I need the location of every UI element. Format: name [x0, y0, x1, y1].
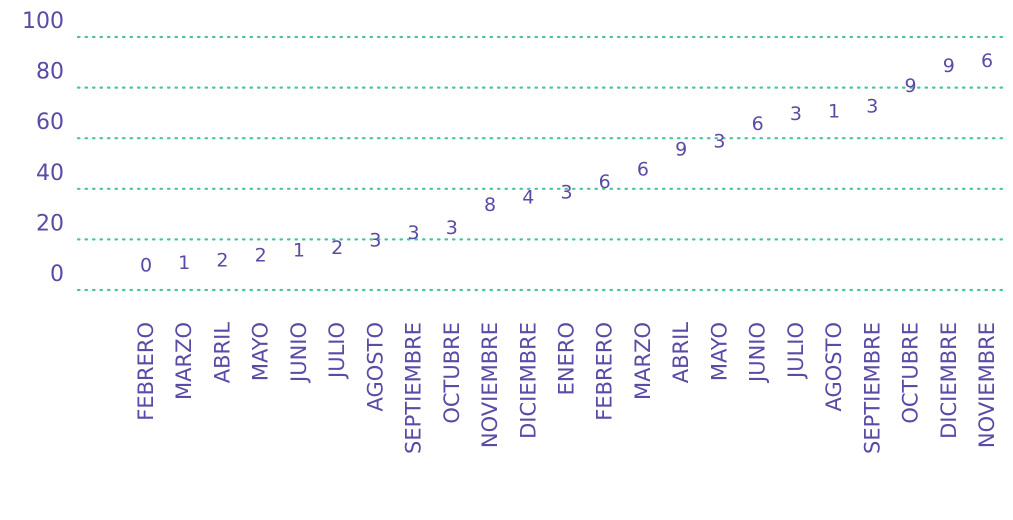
x-tick-label: MARZO [172, 322, 196, 400]
x-axis-ticks: FEBRERO MARZO ABRIL MAYO JUNIO JULIO AGOSTO SEP… [134, 322, 999, 454]
x-tick-label: DICIEMBRE [516, 322, 540, 439]
x-tick-label: JUNIO [287, 322, 311, 384]
data-label: 9 [904, 75, 916, 97]
data-label: 0 [140, 255, 152, 277]
x-tick-label: AGOSTO [822, 322, 846, 412]
data-label: 9 [675, 138, 687, 160]
data-label: 2 [331, 237, 343, 259]
y-tick-label: 20 [36, 211, 64, 236]
x-tick-label: AGOSTO [363, 322, 387, 412]
x-tick-label: JUNIO [746, 322, 770, 384]
data-label: 1 [293, 240, 305, 262]
data-label: 1 [178, 252, 190, 274]
data-label: 2 [255, 245, 267, 267]
data-label: 2 [216, 250, 228, 272]
x-tick-label: MAYO [707, 322, 731, 381]
y-axis-ticks: 0 20 40 60 80 100 [22, 9, 64, 287]
x-tick-label: MAYO [249, 322, 273, 381]
x-tick-label: NOVIEMBRE [478, 322, 502, 448]
x-tick-label: FEBRERO [134, 322, 158, 421]
data-label: 4 [522, 186, 534, 208]
x-tick-label: OCTUBRE [899, 322, 923, 424]
data-label: 6 [637, 159, 649, 181]
data-label: 3 [369, 229, 381, 251]
data-label: 6 [599, 171, 611, 193]
x-tick-label: JULIO [325, 322, 349, 380]
y-tick-label: 0 [50, 262, 64, 287]
x-tick-label: OCTUBRE [440, 322, 464, 424]
x-tick-label: NOVIEMBRE [975, 322, 999, 448]
grid-lines [76, 35, 1010, 292]
x-tick-label: SEPTIEMBRE [860, 322, 884, 454]
y-tick-label: 40 [36, 161, 64, 186]
x-tick-label: ABRIL [210, 322, 234, 384]
y-tick-label: 100 [22, 9, 64, 34]
data-label: 9 [943, 55, 955, 77]
data-label: 1 [828, 100, 840, 122]
data-label: 3 [866, 95, 878, 117]
data-labels: 0 1 2 2 1 2 3 3 3 8 4 3 6 6 9 3 6 3 1 3 9 9 6 [140, 50, 993, 277]
data-label: 3 [560, 181, 572, 203]
x-tick-label: MARZO [631, 322, 655, 400]
x-tick-label: SEPTIEMBRE [402, 322, 426, 454]
data-label: 6 [752, 113, 764, 135]
x-tick-label: FEBRERO [593, 322, 617, 421]
x-tick-label: JULIO [784, 322, 808, 380]
data-label: 6 [981, 50, 993, 72]
y-tick-label: 60 [36, 110, 64, 135]
data-label: 8 [484, 194, 496, 216]
y-tick-label: 80 [36, 60, 64, 85]
data-label: 3 [790, 103, 802, 125]
data-label: 3 [408, 222, 420, 244]
x-tick-label: DICIEMBRE [937, 322, 961, 439]
data-label: 3 [446, 217, 458, 239]
data-label: 3 [713, 131, 725, 153]
x-tick-label: ABRIL [669, 322, 693, 384]
x-tick-label: ENERO [555, 322, 579, 395]
